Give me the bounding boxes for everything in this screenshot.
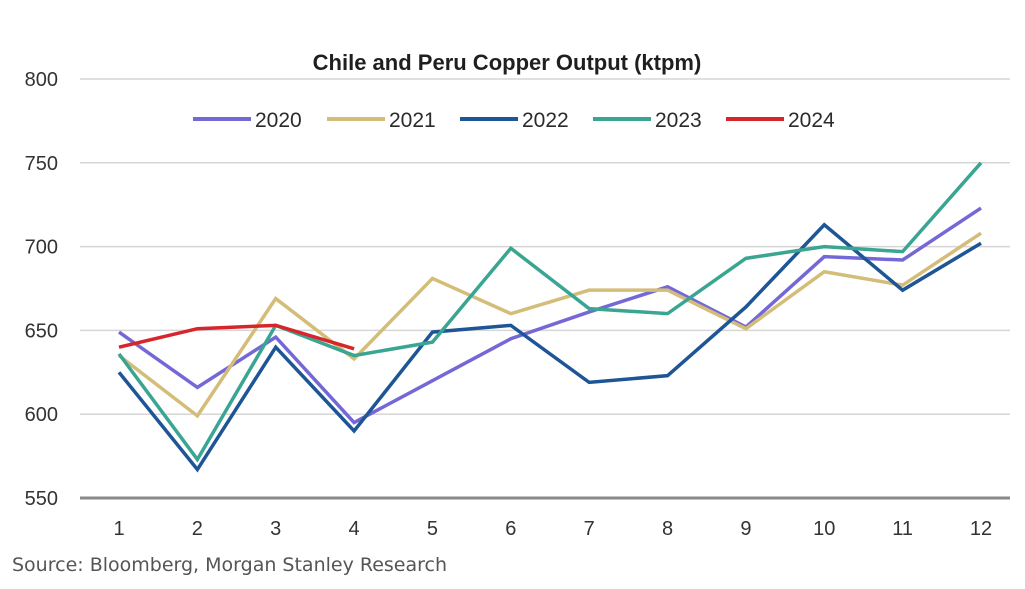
legend-item-2021: 2021 — [327, 109, 436, 132]
gridlines — [80, 78, 1010, 500]
legend-label: 2020 — [255, 109, 302, 132]
series-lines — [117, 161, 983, 473]
series-line-2024 — [118, 323, 355, 351]
source-note: Source: Bloomberg, Morgan Stanley Resear… — [12, 554, 448, 576]
legend-item-2022: 2022 — [460, 109, 569, 132]
x-tick-label: 5 — [427, 518, 438, 540]
x-tick-label: 8 — [662, 518, 673, 540]
chart-title: Chile and Peru Copper Output (ktpm) — [313, 50, 702, 75]
legend-label: 2021 — [389, 109, 436, 132]
x-tick-label: 6 — [505, 518, 516, 540]
x-tick-label: 1 — [113, 518, 124, 540]
x-tick-label: 4 — [349, 518, 360, 540]
legend-item-2020: 2020 — [193, 109, 302, 132]
legend-item-2023: 2023 — [593, 109, 702, 132]
x-tick-label: 2 — [192, 518, 203, 540]
y-tick-label: 750 — [25, 153, 58, 175]
x-tick-label: 3 — [270, 518, 281, 540]
legend-label: 2024 — [788, 109, 835, 132]
series-line-2021 — [117, 231, 982, 419]
x-axis-ticks: 1 2 3 4 5 6 7 8 9 10 11 12 — [113, 518, 992, 540]
x-tick-label: 12 — [970, 518, 992, 540]
series-line-2022 — [117, 222, 982, 473]
y-tick-label: 700 — [25, 237, 58, 259]
y-axis-ticks: 550 600 650 700 750 800 — [25, 69, 58, 510]
legend-label: 2023 — [655, 109, 702, 132]
legend-item-2024: 2024 — [726, 109, 835, 132]
y-tick-label: 600 — [25, 404, 58, 426]
legend-label: 2022 — [522, 109, 569, 132]
x-tick-label: 11 — [892, 518, 913, 540]
y-tick-label: 550 — [25, 488, 58, 510]
y-tick-label: 650 — [25, 320, 58, 342]
x-tick-label: 7 — [584, 518, 595, 540]
series-line-2023 — [117, 161, 983, 463]
x-tick-label: 9 — [740, 518, 751, 540]
legend: 2020 2021 2022 2023 2024 — [193, 109, 835, 132]
x-tick-label: 10 — [813, 518, 835, 540]
y-tick-label: 800 — [25, 69, 58, 91]
